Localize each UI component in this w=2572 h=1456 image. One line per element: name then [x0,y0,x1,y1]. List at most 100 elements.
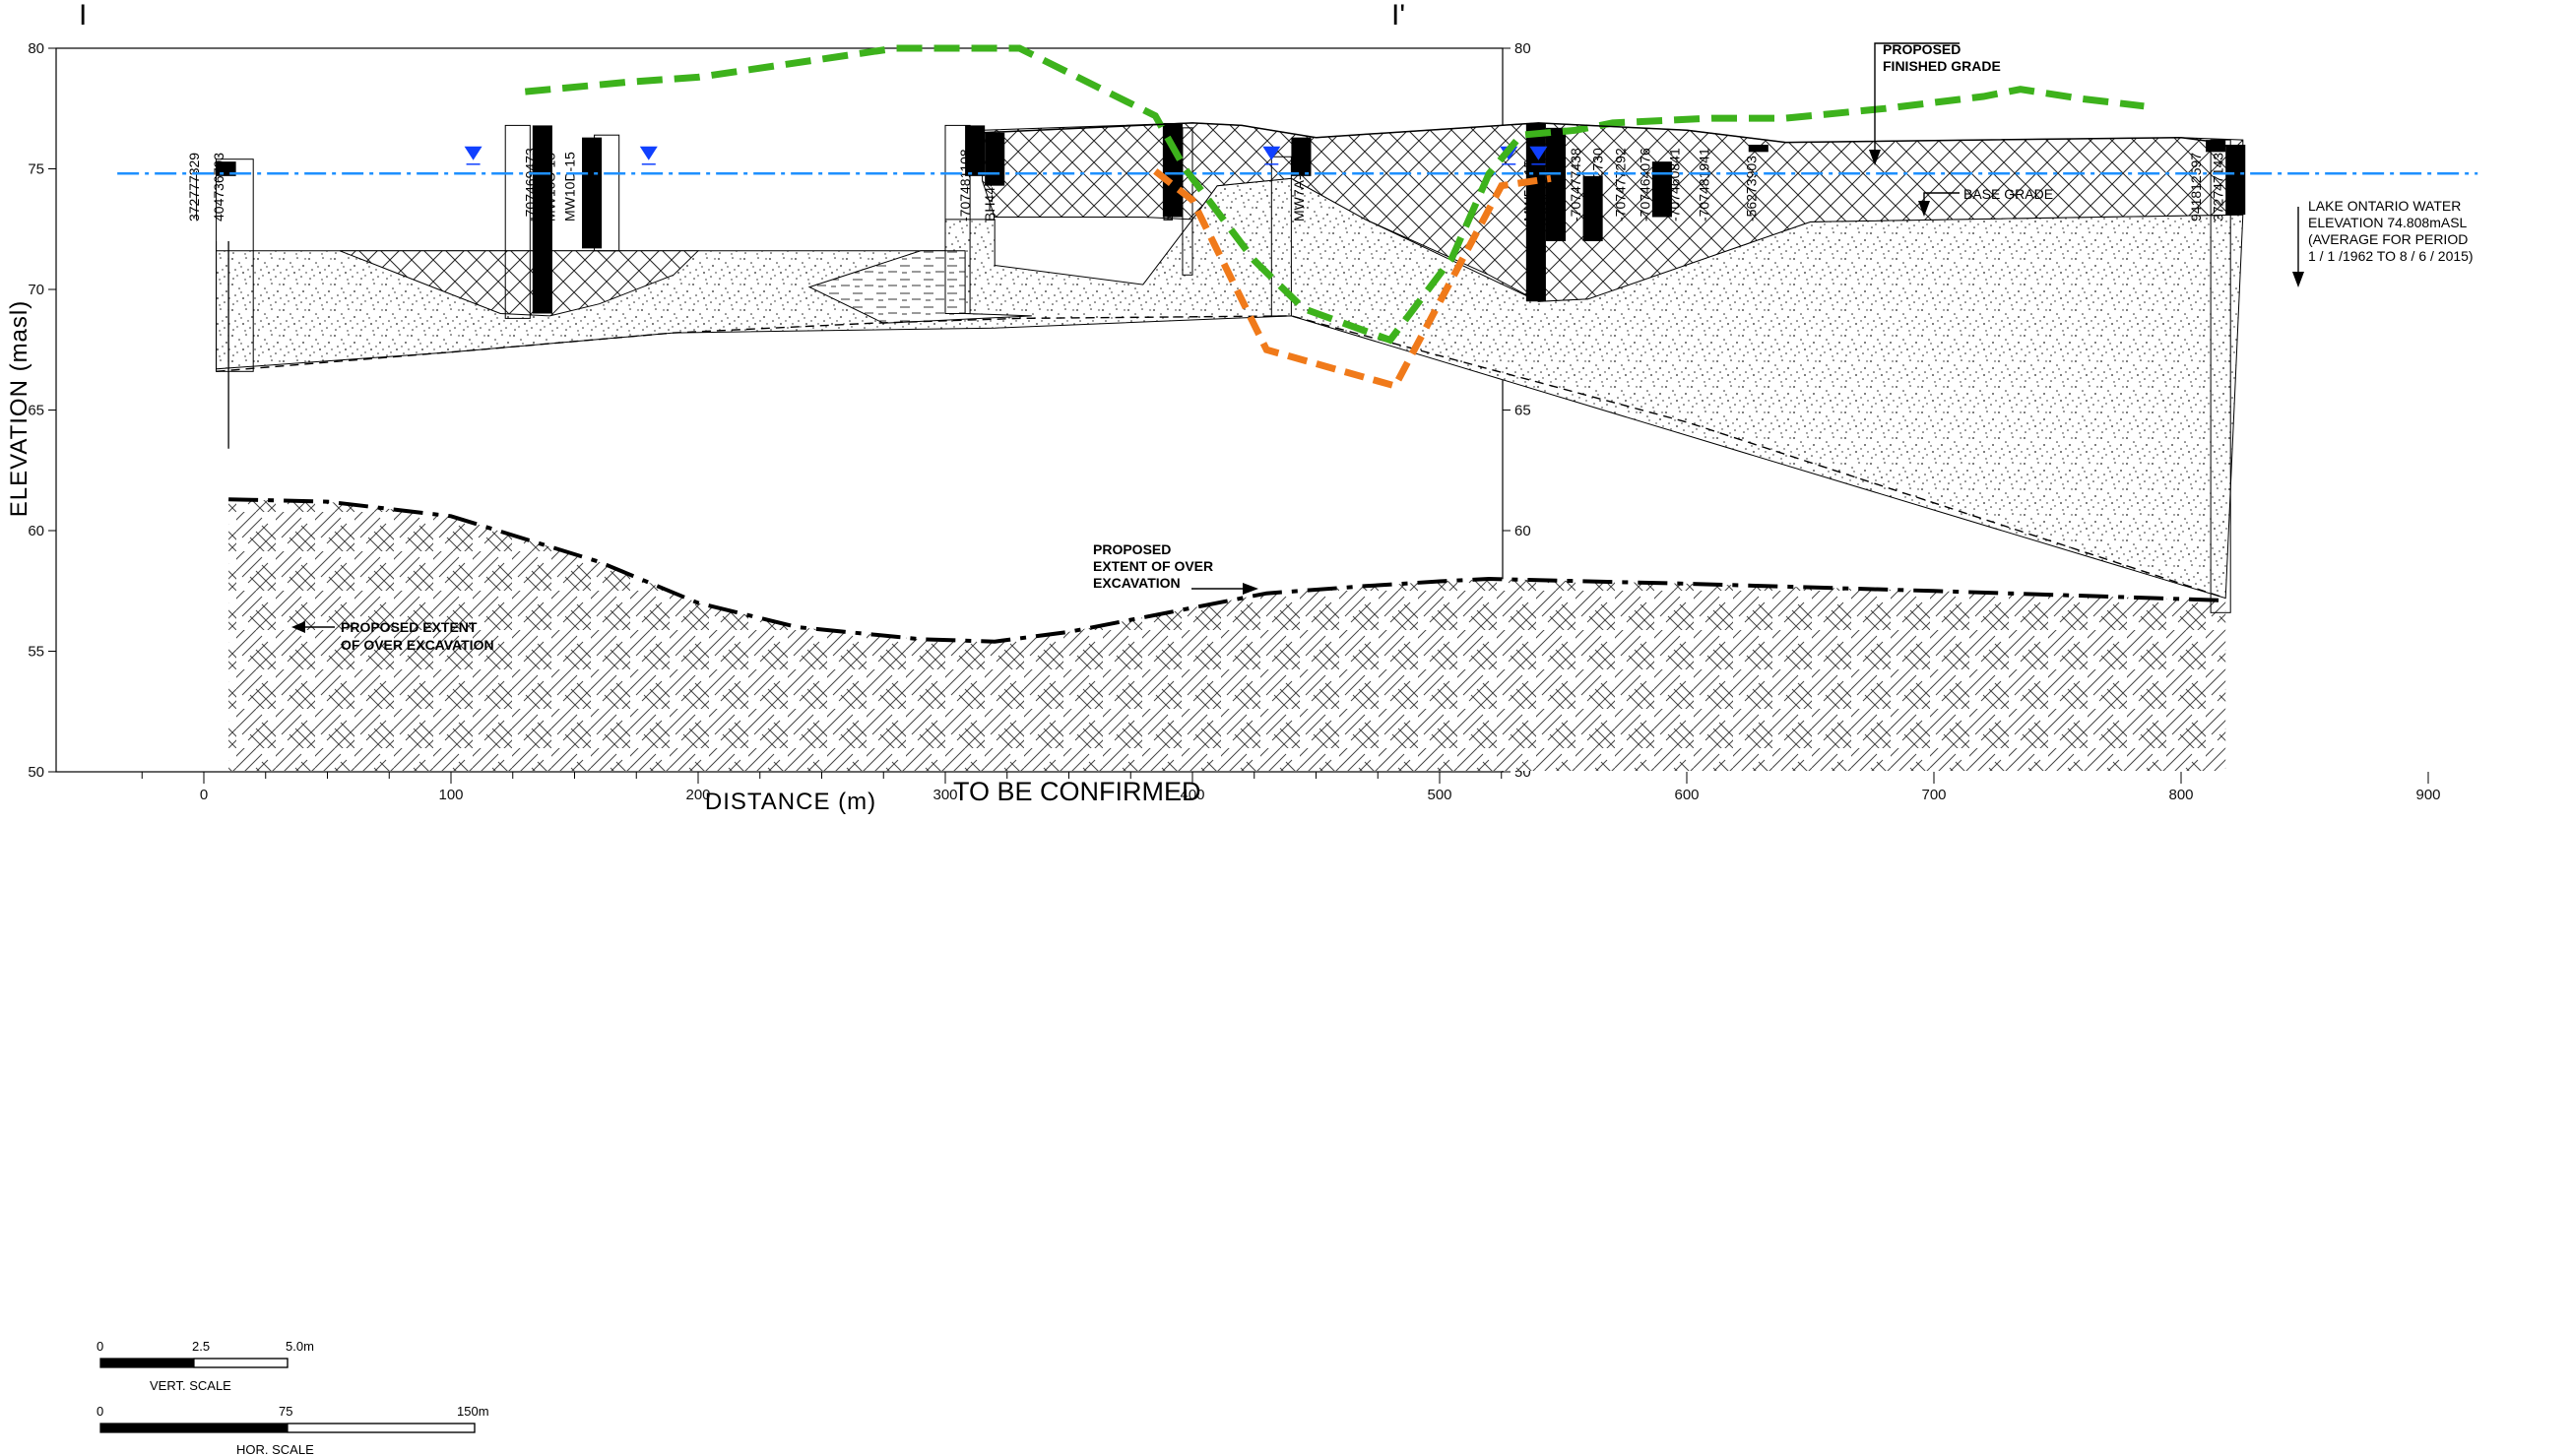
svg-text:0: 0 [96,1339,103,1354]
borehole-bar [1162,122,1183,218]
water-level-marker [639,146,658,160]
structure-outline [944,124,971,315]
borehole-label: -707460841 [1666,148,1682,222]
vertical-scale-bar: 0 2.5 5.0m VERT. SCALE [96,1339,314,1393]
finished-grade-label-1: PROPOSED [1883,41,1961,57]
svg-text:2.5: 2.5 [192,1339,210,1354]
svg-text:5.0m: 5.0m [286,1339,314,1354]
over-excavation-left-label-1: PROPOSED EXTENT [341,619,478,635]
svg-text:HOR. SCALE: HOR. SCALE [236,1442,314,1456]
bedrock-unit [228,499,2226,771]
y-tick-label-left: 50 [28,764,44,781]
section-end-label: I' [1391,0,1405,32]
water-level-marker [1529,146,1548,160]
borehole-bar [1291,137,1312,176]
water-level-label-2: ELEVATION 74.808mASL [2308,215,2468,230]
borehole-bar [2206,140,2226,153]
structure-outline [504,124,531,319]
y-tick-label-left: 75 [28,161,44,178]
water-level-label-3: (AVERAGE FOR PERIOD [2308,231,2468,247]
borehole-bar [2225,145,2246,216]
over-excavation-mid-label-3: EXCAVATION [1093,575,1181,591]
over-excavation-mid-label-1: PROPOSED [1093,541,1171,557]
y-tick-label-left: 80 [28,40,44,57]
y-tick-label-left: 60 [28,523,44,539]
y-tick-label-left: 65 [28,403,44,419]
x-tick-label: 100 [438,787,463,803]
y-tick-label-right: 60 [1514,523,1531,539]
proposed-finished-grade-line [524,44,2145,345]
horizontal-scale-bar: 0 75 150m HOR. SCALE [96,1404,489,1456]
borehole-label: -56273903 [1743,156,1759,222]
borehole-label: -707464076 [1637,148,1652,222]
existing-structures [195,124,2231,613]
svg-text:0: 0 [96,1404,103,1419]
borehole-label: -707469473 [522,148,538,222]
water-level-label-4: 1 / 1 /1962 TO 8 / 6 / 2015) [2308,248,2474,264]
borehole-bar [965,125,986,176]
borehole-bar [1582,175,1603,241]
structure-outline [216,158,254,372]
y-tick-label-left: 55 [28,644,44,661]
borehole-label: 404736793 [211,153,226,222]
x-tick-label: 900 [2415,787,2440,803]
borehole-label: -707481941 [1697,148,1712,222]
stratigraphic-contact-line [216,315,2226,600]
y-tick-label-left: 70 [28,282,44,298]
annotation-over-excavation-mid: PROPOSED EXTENT OF OVER EXCAVATION [1093,541,1258,595]
bedrock-surface-line [228,497,2226,644]
borehole-label: MW7A-15 [1291,160,1307,222]
proposed-over-excavation-line [1153,168,1552,391]
borehole-bar [1651,161,1672,218]
borehole-logs: 372777329 404736793 -707469473 MW10S-15 MW10… [186,122,2246,314]
fill-unit-left [339,250,700,317]
base-grade-label: BASE GRADE [1963,186,2053,202]
geology-layers [216,122,2244,771]
svg-text:75: 75 [279,1404,292,1419]
y-axis-title: ELEVATION (masl) [6,300,32,517]
borehole-label: -707473127 [582,148,598,222]
borehole-label: 372747143 [2211,153,2226,222]
water-level-marker [1262,146,1281,160]
svg-text:VERT. SCALE: VERT. SCALE [150,1378,231,1393]
borehole-label: MW5B-15 [1540,160,1556,222]
borehole-bar [1545,127,1567,241]
svg-text:150m: 150m [457,1404,489,1419]
x-axis-title: DISTANCE (m) [705,789,876,815]
y-tick-label-right: 65 [1514,403,1531,419]
annotation-base-grade: BASE GRADE [1918,186,2053,217]
borehole-label: MW10D-15 [562,152,578,222]
x-tick-label: 600 [1674,787,1699,803]
finished-grade-label-2: FINISHED GRADE [1883,58,2001,74]
borehole-label: -707472730 [1590,148,1606,222]
annotation-over-excavation-left: PROPOSED EXTENT OF OVER EXCAVATION [291,619,494,653]
water-level-label-1: LAKE ONTARIO WATER [2308,198,2461,214]
borehole-label: 372777329 [186,153,202,222]
borehole-label: -707481108 [957,149,973,222]
over-excavation-mid-label-2: EXTENT OF OVER [1093,558,1213,574]
over-excavation-left-label-2: OF OVER EXCAVATION [341,637,494,653]
x-tick-label: 700 [1921,787,1946,803]
borehole-label: BH44-15 [982,167,997,222]
x-tick-label: 500 [1427,787,1451,803]
structure-outline [1270,156,1292,317]
x-tick-label: 0 [200,787,208,803]
borehole-bar [1525,122,1546,302]
to-be-confirmed-note: TO BE CONFIRMED [953,777,1201,806]
x-axis-ticks: 0 100 200 300 400 500 600 700 800 900 [141,772,2441,803]
borehole-label: 941812597 [2188,153,2204,222]
annotation-water-level: LAKE ONTARIO WATER ELEVATION 74.808mASL … [2292,198,2474,287]
borehole-bar [1748,145,1768,153]
borehole-label: -707477438 [1568,148,1583,222]
section-start-label: I [79,0,87,32]
water-level-marker [464,146,482,160]
borehole-label: MW5A-15 [1520,160,1536,222]
x-tick-label: 300 [932,787,957,803]
borehole-label: -707477292 [1612,148,1628,222]
x-tick-label: 400 [1180,787,1204,803]
x-tick-label: 200 [685,787,710,803]
x-tick-label: 800 [2168,787,2193,803]
base-grade-line [982,122,2218,144]
annotation-finished-grade: PROPOSED FINISHED GRADE [1869,41,2001,165]
